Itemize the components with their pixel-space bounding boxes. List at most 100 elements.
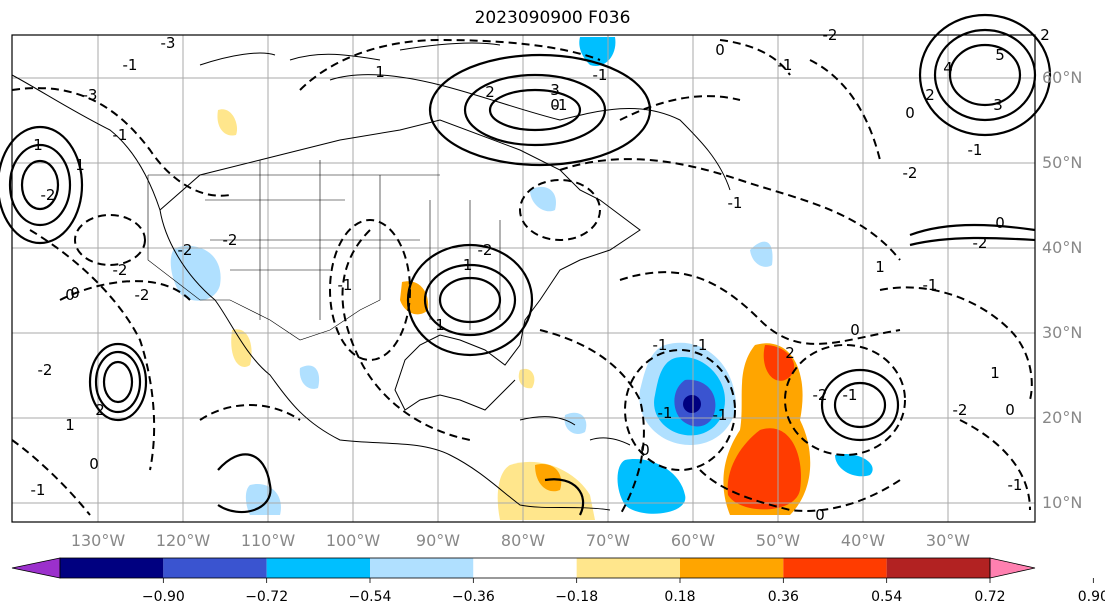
colorbar-segment — [266, 558, 370, 578]
colorbar-segment — [886, 558, 990, 578]
contour-label: -1 — [593, 66, 608, 84]
strong-positive-anomaly — [727, 428, 801, 510]
contour-label: -1 — [1008, 476, 1023, 494]
lon-tick-label: 120°W — [156, 531, 211, 550]
height-contours — [0, 13, 1052, 516]
colorbar-label: 0.18 — [664, 589, 695, 605]
contour-label: 0 — [640, 441, 650, 459]
contour-label: -1 — [923, 276, 938, 294]
contour-label: -1 — [458, 256, 473, 274]
contour-label: 1 — [375, 63, 385, 81]
contour-labels: -332-2-10-2-1 1-21-22-1-30-2-2-11-154320-… — [31, 26, 1050, 524]
lon-tick-label: 100°W — [326, 531, 381, 550]
longitude-labels: 130°W 120°W 110°W 100°W 90°W 80°W 70°W 60°W 50°W… — [71, 531, 970, 550]
colorbar-segment — [370, 558, 474, 578]
contour-label: -2 — [478, 241, 493, 259]
contour-label: -2 — [135, 286, 150, 304]
lon-tick-label: 30°W — [926, 531, 970, 550]
contour-label: -3 — [161, 34, 176, 52]
positive-anomaly-gulf — [400, 281, 429, 315]
lon-tick-label: 90°W — [416, 531, 460, 550]
colorbar-label: 0.90 — [1078, 589, 1105, 605]
contour-label: -3 — [83, 86, 98, 104]
contour-label: 0 — [715, 41, 725, 59]
negative-anomaly-pacific — [245, 484, 281, 515]
negative-anomaly-mexico — [299, 365, 320, 389]
colorbar-label: 0.72 — [974, 589, 1005, 605]
contour-label: -1 — [728, 194, 743, 212]
lat-tick-label: 10°N — [1042, 493, 1082, 512]
colorbar-label: −0.36 — [452, 589, 495, 605]
colorbar-label: −0.18 — [555, 589, 598, 605]
contour-label: -2 — [113, 261, 128, 279]
colorbar-segment — [783, 558, 887, 578]
contour-label: -2 — [903, 164, 918, 182]
contour-label: -2 — [41, 186, 56, 204]
contour-label: -1 — [778, 56, 793, 74]
contour-label: -1 — [693, 336, 708, 354]
lat-tick-label: 40°N — [1042, 238, 1082, 257]
colorbar-label: 0.36 — [768, 589, 799, 605]
contour-label: 1 — [435, 316, 445, 334]
colorbar-segment — [163, 558, 267, 578]
negative-anomaly-hudson — [579, 37, 616, 66]
contour-label: 0 — [850, 321, 860, 339]
contour-label: -2 — [973, 234, 988, 252]
map-title: 2023090900 F036 — [474, 8, 631, 28]
lon-tick-label: 80°W — [501, 531, 545, 550]
colorbar-segment — [473, 558, 577, 578]
contour-label: -1 — [658, 404, 673, 422]
contour-label: 0 — [995, 214, 1005, 232]
colorbar-extend-low — [11, 557, 61, 579]
contour-label: -1 — [713, 406, 728, 424]
contour-label: 3 — [550, 81, 560, 99]
colorbar-label: 0.54 — [871, 589, 902, 605]
colorbar-segment — [576, 558, 680, 578]
contour-label: 1 — [875, 258, 885, 276]
contour-label: -1 — [843, 386, 858, 404]
colorbar-outline — [59, 557, 991, 579]
contour-label: -1 — [31, 481, 46, 499]
negative-anomaly-south — [617, 459, 686, 514]
contour-label: -2 — [38, 361, 53, 379]
colorbar-segment — [60, 558, 164, 578]
map-frame — [11, 34, 1036, 523]
lon-tick-label: 40°W — [841, 531, 885, 550]
contour-label: 0 — [815, 506, 825, 524]
contour-label: 2 — [1040, 26, 1050, 44]
negative-anomaly-northeast — [530, 186, 556, 212]
colorbar-extend-high — [989, 557, 1036, 579]
contour-label: -2 — [178, 241, 193, 259]
contour-label: 3 — [993, 96, 1003, 114]
contour-label: -2 — [223, 231, 238, 249]
anomaly-shading — [170, 37, 873, 520]
contour-label: -1 — [553, 96, 568, 114]
lat-tick-label: 20°N — [1042, 408, 1082, 427]
colorbar-segment — [680, 558, 784, 578]
contour-label: -1 — [968, 141, 983, 159]
contour-label: -2 — [953, 401, 968, 419]
contour-label: 2 — [95, 401, 105, 419]
contour-label: 0 — [65, 286, 75, 304]
contour-label: 2 — [485, 83, 495, 101]
lon-tick-label: 50°W — [756, 531, 800, 550]
latitude-labels: 60°N 50°N 40°N 30°N 20°N 10°N — [1042, 68, 1082, 512]
contour-label: 4 — [943, 59, 953, 77]
contour-label: -1 — [653, 336, 668, 354]
contour-label: 0 — [89, 455, 99, 473]
colorbar-label: −0.54 — [349, 589, 392, 605]
contour-label: 1 — [33, 136, 43, 154]
anomaly-core — [683, 395, 701, 413]
strong-positive-anomaly-north — [763, 345, 795, 381]
lat-tick-label: 30°N — [1042, 323, 1082, 342]
lon-tick-label: 70°W — [586, 531, 630, 550]
coastlines — [11, 42, 731, 511]
contour-label: 0 — [70, 284, 80, 302]
contour-label: -1 — [113, 126, 128, 144]
colorbar: −0.90 −0.72 −0.54 −0.36 −0.18 0.18 0.36 0.54 0.7… — [11, 557, 1105, 605]
lat-tick-label: 50°N — [1042, 153, 1082, 172]
contour-label: 1 — [75, 156, 85, 174]
contour-label: 1 — [990, 364, 1000, 382]
contour-label: 2 — [925, 86, 935, 104]
